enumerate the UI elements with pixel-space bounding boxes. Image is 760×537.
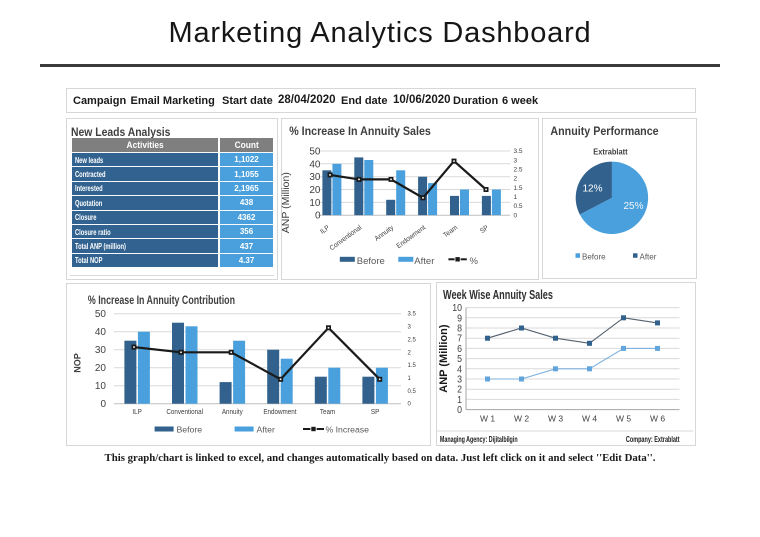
svg-text:% Increase: % Increase [326,425,370,435]
svg-text:50: 50 [309,147,321,158]
svg-text:ANP (Million): ANP (Million) [438,324,450,393]
svg-text:1: 1 [514,194,518,201]
svg-text:12%: 12% [582,184,602,195]
svg-text:W 6: W 6 [650,414,665,424]
svg-text:Team: Team [442,224,459,239]
svg-text:1.5: 1.5 [408,363,417,369]
svg-text:1: 1 [408,376,412,382]
svg-text:W 2: W 2 [514,414,529,424]
svg-text:Annuity: Annuity [374,224,396,243]
svg-text:3: 3 [408,325,412,331]
svg-text:Conventional: Conventional [166,409,203,417]
svg-text:20: 20 [95,363,107,374]
svg-text:Before: Before [177,425,203,435]
svg-text:40: 40 [309,159,321,170]
svg-text:W 3: W 3 [548,414,563,424]
svg-text:% Increase In Annuity Contribu: % Increase In Annuity Contribution [88,295,235,307]
svg-text:ANP (Million): ANP (Million) [281,172,292,233]
svg-text:Company: Extrablatt: Company: Extrablatt [626,436,680,444]
svg-text:0: 0 [408,402,412,408]
svg-text:40: 40 [95,327,107,338]
svg-text:10: 10 [309,198,321,209]
svg-text:1.5: 1.5 [514,185,523,192]
svg-text:%: % [470,256,479,267]
svg-text:3: 3 [457,373,462,385]
svg-text:10: 10 [452,302,462,314]
svg-text:50: 50 [95,309,107,320]
svg-text:Endowment: Endowment [395,224,427,250]
svg-text:ILP: ILP [132,409,142,417]
svg-text:SP: SP [371,409,380,417]
svg-text:Extrablatt: Extrablatt [593,147,628,156]
svg-text:NOP: NOP [73,353,83,373]
svg-text:2: 2 [457,383,462,395]
svg-text:6: 6 [457,342,462,354]
svg-text:0: 0 [100,399,106,410]
svg-text:Conventional: Conventional [329,224,364,252]
svg-text:Endowment: Endowment [263,409,296,417]
svg-text:Annuity Performance: Annuity Performance [550,126,658,139]
svg-text:3.5: 3.5 [514,148,523,155]
svg-text:ILP: ILP [319,224,331,236]
svg-text:20: 20 [309,185,321,196]
svg-text:30: 30 [95,345,107,356]
svg-text:After: After [640,252,657,261]
svg-text:0: 0 [514,212,518,219]
svg-text:25%: 25% [623,201,643,212]
svg-text:0.5: 0.5 [514,203,523,210]
svg-text:0.5: 0.5 [408,389,417,395]
svg-text:After: After [257,425,275,435]
svg-text:4: 4 [457,363,462,375]
svg-text:3: 3 [514,157,518,164]
svg-text:3.5: 3.5 [408,312,417,318]
svg-text:2.5: 2.5 [408,337,417,343]
svg-text:30: 30 [309,172,321,183]
svg-text:2.5: 2.5 [514,167,523,174]
svg-text:Team: Team [320,409,336,417]
svg-text:Before: Before [357,256,385,267]
svg-text:% Increase In Annuity Sales: % Increase In Annuity Sales [289,126,431,139]
svg-text:Week Wise Annuity Sales: Week Wise Annuity Sales [443,289,553,303]
svg-text:10: 10 [95,381,107,392]
svg-text:5: 5 [457,353,462,365]
svg-text:W 1: W 1 [480,414,495,424]
svg-text:9: 9 [457,312,462,324]
svg-text:SP: SP [479,224,491,235]
svg-text:0: 0 [315,211,321,222]
svg-text:0: 0 [457,404,462,416]
svg-text:8: 8 [457,322,462,334]
svg-text:7: 7 [457,332,462,344]
svg-text:Annuity: Annuity [222,409,243,417]
svg-text:W 4: W 4 [582,414,597,424]
svg-text:Before: Before [582,252,606,261]
svg-text:Managing Agency: Dijitalbilgin: Managing Agency: Dijitalbilgin [440,436,518,444]
svg-text:1: 1 [457,393,462,405]
svg-text:After: After [414,256,434,267]
svg-text:W 5: W 5 [616,414,631,424]
svg-text:2: 2 [514,176,518,183]
svg-text:2: 2 [408,350,412,356]
